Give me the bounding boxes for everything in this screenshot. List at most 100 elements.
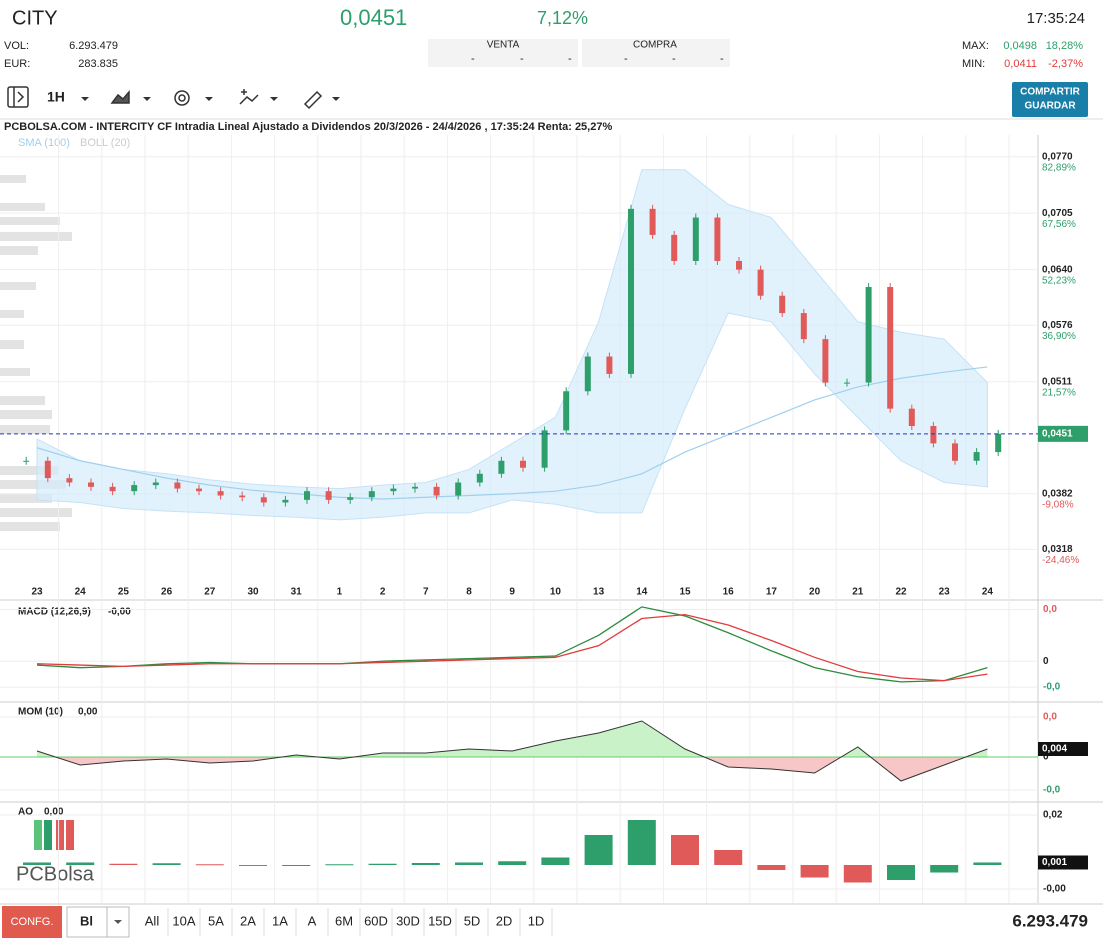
range-button[interactable]: A [308,913,317,928]
candle [822,339,829,383]
candle [865,287,872,383]
x-tick-label: 30 [247,587,259,598]
candle [347,497,354,500]
candle [433,486,440,496]
candle [692,217,699,261]
x-tick-label: 24 [982,587,994,598]
footer-volume: 6.293.479 [1012,911,1088,930]
ao-bar [411,863,440,865]
volume-profile [0,175,72,531]
candle [217,491,224,496]
range-button[interactable]: 5A [208,913,224,928]
candle [304,491,310,500]
mom-line [36,720,988,782]
candle [563,391,570,431]
candle [412,486,418,489]
value-box [1038,855,1088,870]
max-label: MAX: [962,40,989,52]
y-tick-label: 0,0705 [1042,208,1073,219]
range-button[interactable]: 6M [335,913,353,928]
price: 0,0451 [340,5,407,30]
config-button[interactable] [2,906,62,938]
draw[interactable] [303,90,323,110]
range-button[interactable]: All [145,913,160,928]
ao-bar [671,835,699,865]
x-tick-label: 15 [679,587,691,598]
x-tick-label: 10 [550,587,562,598]
dash: - [672,53,676,65]
carets [81,97,340,101]
ao-bar [109,863,138,865]
candle [88,482,94,487]
share[interactable]: COMPARTIR [1020,87,1081,98]
x-tick-label: 2 [380,587,386,598]
candle [714,217,721,261]
panel-toggle[interactable] [7,86,29,108]
candle [649,208,656,235]
x-tick-label: 13 [593,587,605,598]
y-tick-label: 0,0770 [1042,151,1073,162]
logo [34,820,74,850]
range-button[interactable]: 5D [464,913,481,928]
x-tick-label: 25 [118,587,130,598]
range-button[interactable]: 2A [240,913,256,928]
range-button[interactable]: 2D [496,913,513,928]
candle [239,495,246,498]
y-tick-pct: 36,90% [1042,331,1076,342]
candle [628,208,634,374]
save[interactable]: GUARDAR [1024,101,1076,112]
candle [196,488,202,492]
mom-title: MOM (10) [18,707,63,718]
candle [109,486,116,492]
ao-bar [757,865,786,870]
x-tick-label: 26 [161,587,173,598]
x-tick-label: 22 [895,587,907,598]
indicators[interactable] [239,89,259,105]
candle [973,452,980,461]
venta: VENTA [487,40,520,51]
x-tick-label: 23 [31,587,43,598]
legend-item: SMA (100) [18,137,70,149]
x-tick-label: 8 [466,587,472,598]
config[interactable]: CONFG. [11,916,54,928]
x-tick-label: 1 [337,587,343,598]
range-button[interactable]: 60D [364,913,388,928]
candle [455,482,462,496]
ao-bar [541,857,570,865]
candle [498,460,505,474]
range-button[interactable]: 1D [528,913,545,928]
settings[interactable] [174,90,190,106]
mode[interactable]: Bl [80,913,93,928]
x-tick-label: 17 [766,587,778,598]
range-button[interactable]: 30D [396,913,420,928]
ao-bar [800,865,829,878]
vol: 6.293.479 [69,40,118,52]
candle [174,482,181,489]
x-tick-label: 16 [723,587,735,598]
ao-bar [887,865,915,880]
candle [325,491,332,500]
x-tick-label: 31 [291,587,303,598]
range-button[interactable]: 1A [272,913,288,928]
current-price-box [1038,425,1088,442]
x-tick-label: 21 [852,587,864,598]
toolbar [7,86,340,110]
chart-type[interactable] [110,89,130,104]
y-tick-label: 0,0318 [1042,544,1073,555]
current-price: 0,0451 [1042,428,1073,439]
change: 7,12% [537,8,588,28]
range-button[interactable]: 10A [172,913,195,928]
value-label: 0,001 [1042,857,1067,868]
y-tick-label: -0,0 [1043,682,1061,693]
y-tick-pct: -24,46% [1042,555,1079,566]
range-button[interactable]: 15D [428,913,452,928]
interval[interactable]: 1H [47,89,65,105]
candle [282,499,289,503]
macd-reading: -0,00 [108,607,131,618]
mom-area [37,757,988,781]
ticker: CITY [12,7,58,29]
x-tick-label: 27 [204,587,216,598]
share-button[interactable] [1012,82,1088,117]
